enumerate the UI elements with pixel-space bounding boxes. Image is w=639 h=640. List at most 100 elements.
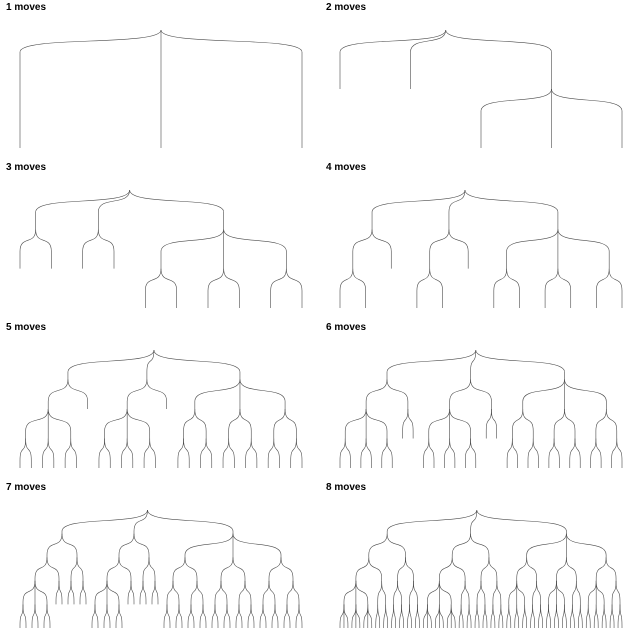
tree-edge-root-2-1-1-0-0 bbox=[570, 604, 573, 628]
tree-edge-root-2-0-0-0-1 bbox=[166, 604, 171, 628]
tree-edge-root-1-1-1-1-1 bbox=[500, 604, 504, 628]
tree-edge-root-1 bbox=[146, 349, 155, 380]
tree-edge-root-1-0-0-2-0 bbox=[446, 604, 452, 628]
tree-edge-root-2-1-0-0-0 bbox=[546, 604, 549, 628]
tree-edge-root-0-0-1-0 bbox=[42, 438, 49, 468]
tree-edge-root-0-0-1-0 bbox=[360, 438, 367, 468]
tree-edge-root-1-1-1 bbox=[491, 408, 497, 439]
tree-edge-root-0-0-2-1 bbox=[70, 438, 77, 468]
tree-edge-root-1-0-1-0 bbox=[444, 438, 450, 468]
tree-panel-5-moves: 5 moves bbox=[0, 320, 319, 480]
tree-edge-root-2-1-1-0 bbox=[572, 580, 577, 605]
tree-edge-root-2-0-1-1-0 bbox=[538, 604, 541, 628]
tree-edge-root-2-2-1-1 bbox=[296, 438, 303, 468]
tree-edge-root-2-2-0-0 bbox=[262, 580, 270, 605]
tree-edge-root-2-1-1-1 bbox=[250, 438, 258, 468]
tree-edge-root-0-0-0-2-0 bbox=[43, 604, 48, 628]
tree-edge-root-0-0-1-1-0 bbox=[383, 604, 386, 628]
tree-edge-root-0-0-0-0-2 bbox=[343, 604, 349, 628]
tree-edge-root-2-1-0-0-1 bbox=[548, 604, 551, 628]
tree-edge-root-0-1 bbox=[386, 533, 406, 558]
tree-edge-root-0-1-0 bbox=[402, 408, 409, 439]
tree-edge-root-0-0-1-0-1 bbox=[377, 604, 381, 628]
tree-edge-root-2-2 bbox=[239, 379, 286, 409]
tree-edge-root-2-2 bbox=[566, 533, 607, 558]
tree-edge-root-0-0-0 bbox=[34, 557, 48, 581]
tree-edge-root-2-2-0-1-0 bbox=[593, 604, 597, 628]
tree-edge-root-0-1-1-0 bbox=[79, 580, 84, 605]
tree-edge-root-2 bbox=[129, 189, 224, 230]
tree-edge-root-2-1-0-0-0 bbox=[211, 604, 216, 628]
tree-edge-root-0-1-0-1-0 bbox=[399, 604, 402, 628]
tree-edge-root-0-1-0-1 bbox=[397, 580, 402, 605]
tree-edge-root-1-0-1-1 bbox=[130, 580, 135, 605]
tree-edge-root-2-2-1-1-1 bbox=[298, 604, 303, 628]
tree-edge-root-1-0-1-1-1 bbox=[468, 604, 472, 628]
tree-edge-root-2-2-1-0-1 bbox=[611, 604, 615, 628]
panel-title: 6 moves bbox=[326, 322, 367, 333]
tree-edge-root-2-2-0-1 bbox=[273, 438, 280, 468]
tree-edge-root-2-1-0-1 bbox=[220, 580, 228, 605]
panel-title: 3 moves bbox=[6, 162, 47, 173]
tree-edge-root-2-0-0-0 bbox=[506, 438, 513, 468]
tree-edge-root-0-1-1-0-1 bbox=[409, 604, 412, 628]
tree-edge-root-2-0-0-1-0 bbox=[175, 604, 180, 628]
tree-edge-root-2-2-1-0-0 bbox=[609, 604, 613, 628]
tree-edge-root-2-2-1-0 bbox=[290, 438, 297, 468]
tree-edge-root-0-0-1-0 bbox=[377, 580, 382, 605]
tree-edge-root-0-0-0-2-2 bbox=[367, 604, 373, 628]
panel-title: 5 moves bbox=[6, 322, 47, 333]
tree-edge-root-2-0-1 bbox=[522, 408, 534, 439]
tree-edge-root-2 bbox=[475, 349, 565, 380]
tree-edge-root-1-1-1-0 bbox=[151, 580, 156, 605]
tree-panel-1-moves: 1 moves bbox=[0, 0, 319, 160]
tree-edge-root-2-1-1-0-1 bbox=[572, 604, 575, 628]
tree-edge-root-1-1 bbox=[470, 379, 492, 409]
tree-edge-root-2-2-0-0 bbox=[587, 580, 597, 605]
tree-edge-root-1-1-0-0 bbox=[476, 580, 482, 605]
tree-edge-root-1-0-1-1 bbox=[449, 438, 456, 468]
tree-panel-7-moves: 7 moves bbox=[0, 480, 319, 640]
tree-edge-root-0-1-1 bbox=[405, 557, 414, 581]
tree-edge-root-1-1-1 bbox=[488, 557, 498, 581]
tree-edge-root-2-1-0 bbox=[228, 408, 241, 439]
tree-edge-root-0 bbox=[386, 349, 477, 380]
tree-edge-root-0-1-0-0-1 bbox=[393, 604, 396, 628]
tree-edge-root-2-2-0 bbox=[268, 557, 282, 581]
tree-edge-root-1-1-1-1 bbox=[154, 580, 159, 605]
tree-edge-root-0-0 bbox=[365, 379, 388, 409]
tree-edge-root-1-0 bbox=[126, 379, 148, 409]
tree-edge-root-2-0-0-0-0 bbox=[506, 604, 510, 628]
tree-edge-root-2-0 bbox=[480, 88, 552, 148]
tree-edge-root-2-1-0-0-1 bbox=[214, 604, 219, 628]
tree-edge-root-2-2-1 bbox=[280, 557, 294, 581]
tree-edge-root-2-2-0-1 bbox=[595, 438, 602, 468]
tree-edge-root-1-1 bbox=[146, 379, 167, 409]
tree-edge-root-2-1-1 bbox=[564, 408, 576, 439]
tree-edge-root-0-1-0-0-0 bbox=[391, 604, 394, 628]
tree-edge-root-2-0-1-0-1 bbox=[532, 604, 535, 628]
tree-edge-root-2 bbox=[445, 29, 552, 89]
tree-edge-root-1-0-0-0-1 bbox=[94, 604, 99, 628]
tree-edge-root-1-1-0-1 bbox=[142, 580, 147, 605]
tree-edge-root-1-1-1-1-0 bbox=[498, 604, 502, 628]
tree-edge-root-2 bbox=[464, 189, 559, 230]
tree-edge-root-0-1-1-1 bbox=[413, 580, 418, 605]
tree-edge-root-2-2-1 bbox=[605, 557, 617, 581]
tree-edge-root-2-2 bbox=[557, 229, 610, 269]
tree-edge-root-2-2-0-0-0 bbox=[585, 604, 589, 628]
tree-edge-root-0-1-1 bbox=[76, 557, 84, 581]
tree-edge-root-0-0-0-2-0 bbox=[363, 604, 369, 628]
game-tree-diagram bbox=[339, 29, 623, 148]
tree-edge-root-0-0-0 bbox=[25, 408, 49, 439]
tree-edge-root-0-0-0-1 bbox=[344, 438, 351, 468]
tree-edge-root-1-0-1-0 bbox=[121, 438, 128, 468]
tree-edge-root-0-0-0-2 bbox=[34, 580, 48, 605]
tree-edge-root-0-1-0-1 bbox=[70, 580, 75, 605]
tree-edge-root-2-0-0 bbox=[183, 408, 196, 439]
tree-edge-root-0 bbox=[19, 29, 162, 148]
tree-edge-root-1 bbox=[133, 509, 148, 534]
tree-edge-root-0-0-0 bbox=[355, 557, 370, 581]
tree-edge-root-1 bbox=[470, 349, 477, 380]
tree-edge-root-2-1-1 bbox=[557, 268, 572, 308]
